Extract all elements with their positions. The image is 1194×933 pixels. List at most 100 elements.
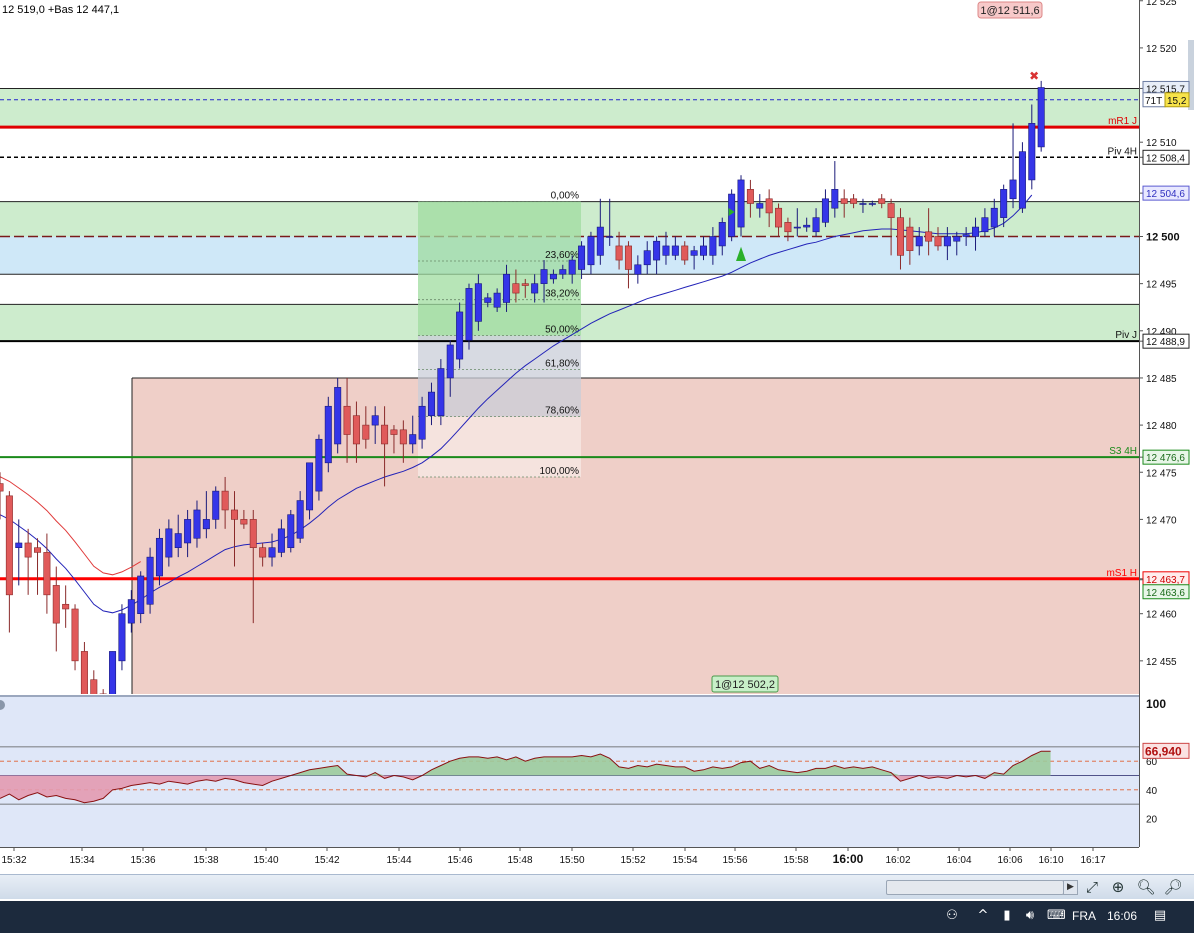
candle-body bbox=[765, 198, 773, 214]
zoom-out-icon[interactable]: 🔍︎ bbox=[1136, 878, 1156, 896]
candle bbox=[915, 227, 923, 256]
fib-level-label: 0,00% bbox=[551, 191, 579, 202]
candle bbox=[896, 208, 904, 270]
battery-icon[interactable]: ▮ bbox=[1003, 908, 1011, 923]
candle bbox=[34, 538, 42, 595]
candle bbox=[155, 528, 163, 586]
candle-body bbox=[456, 311, 464, 360]
candle-body bbox=[596, 226, 604, 256]
time-tick-label: 15:32 bbox=[1, 855, 26, 866]
candle-body bbox=[868, 203, 876, 205]
price-tick-box bbox=[1142, 449, 1190, 465]
time-tick: 16:02 bbox=[885, 847, 911, 866]
rsi-tick-label: 60 bbox=[1146, 757, 1158, 768]
candle-body bbox=[531, 283, 539, 294]
candle bbox=[0, 472, 4, 520]
candle-body bbox=[634, 264, 642, 275]
price-tick: 12 495 bbox=[1139, 280, 1177, 291]
candle bbox=[868, 200, 876, 207]
panel-handle-icon bbox=[0, 700, 5, 710]
zoom-in-icon[interactable]: 🔎︎ bbox=[1163, 878, 1183, 896]
candle bbox=[381, 406, 389, 487]
candle bbox=[352, 401, 360, 463]
language-indicator[interactable]: FRA bbox=[1072, 909, 1096, 923]
candle-body bbox=[624, 245, 632, 270]
zoom-fit-icon[interactable]: ⊕ bbox=[1111, 878, 1125, 896]
candle bbox=[831, 161, 839, 218]
candle bbox=[465, 283, 473, 350]
candle-body bbox=[972, 226, 980, 237]
rsi-line bbox=[0, 750, 1051, 804]
candle bbox=[127, 590, 135, 633]
time-tick-label: 15:36 bbox=[130, 855, 155, 866]
time-tick-label: 15:34 bbox=[69, 855, 94, 866]
candle-body bbox=[737, 179, 745, 228]
candle bbox=[231, 491, 239, 567]
order-tag-text: 1@12 511,6 bbox=[980, 5, 1039, 17]
candle-body bbox=[934, 236, 942, 247]
candle bbox=[615, 231, 623, 270]
price-tick-label: 12 500 bbox=[1146, 232, 1180, 244]
candle bbox=[334, 377, 342, 454]
candle bbox=[990, 198, 998, 237]
candle-body bbox=[803, 224, 811, 228]
candle-body bbox=[259, 547, 267, 558]
price-tick-label: 12 488,9 bbox=[1146, 337, 1185, 348]
candle bbox=[568, 255, 576, 284]
fit-chart-icon[interactable]: ⤢ bbox=[1085, 878, 1098, 896]
horizontal-scrollbar[interactable] bbox=[886, 880, 1064, 895]
candle-body bbox=[418, 405, 426, 440]
candle bbox=[324, 396, 332, 473]
candle bbox=[146, 547, 154, 614]
candle-body bbox=[362, 424, 370, 440]
volume-icon[interactable]: 🔊︎ bbox=[1025, 908, 1035, 923]
candle-body bbox=[1028, 123, 1036, 181]
candle-body bbox=[381, 424, 389, 445]
candle bbox=[850, 194, 858, 209]
candle-body bbox=[277, 528, 285, 553]
candle-body bbox=[850, 198, 858, 204]
price-axis-background bbox=[1140, 0, 1194, 847]
candle bbox=[746, 179, 754, 218]
moving-average-secondary-line bbox=[0, 476, 141, 576]
candle bbox=[587, 231, 595, 275]
price-tick: 12 455 bbox=[1139, 657, 1177, 668]
price-tick-label: 12 463,7 bbox=[1146, 575, 1185, 586]
candle bbox=[859, 198, 867, 213]
order-tag-box bbox=[711, 675, 779, 693]
taskbar-clock[interactable]: 16:06 bbox=[1107, 909, 1138, 923]
candle-body bbox=[559, 269, 567, 275]
time-tick: 15:42 bbox=[314, 847, 340, 866]
candle bbox=[596, 198, 604, 265]
candle bbox=[503, 264, 511, 312]
candle bbox=[549, 269, 557, 284]
candle-body bbox=[306, 462, 314, 511]
time-axis-background bbox=[0, 847, 1194, 874]
people-icon[interactable]: ⚇ bbox=[946, 908, 958, 923]
scroll-right-arrow-icon[interactable]: ▶ bbox=[1063, 880, 1078, 895]
candle-body bbox=[1018, 151, 1026, 209]
current-value-box bbox=[1164, 92, 1190, 108]
price-tick: 12 485 bbox=[1139, 374, 1177, 385]
time-tick-label: 15:40 bbox=[253, 855, 278, 866]
fib-level-label: 23,60% bbox=[545, 250, 579, 261]
time-tick-label: 16:06 bbox=[997, 855, 1022, 866]
order-tag-bottom: 1@12 502,2 bbox=[711, 675, 779, 693]
candle bbox=[1028, 104, 1036, 190]
candle-body bbox=[521, 283, 529, 286]
time-tick-label: 15:56 bbox=[722, 855, 747, 866]
price-tick: 12 476,6 bbox=[1139, 449, 1190, 465]
chart-canvas[interactable]: 0,00% 23,60% 38,20% 50,00% 61,80% 78,60% 100,0… bbox=[0, 0, 1194, 901]
candle bbox=[174, 514, 182, 558]
candle bbox=[1018, 142, 1026, 213]
candle-body bbox=[793, 226, 801, 229]
candle-body bbox=[653, 240, 661, 261]
price-tick-label: 12 475 bbox=[1146, 468, 1177, 479]
keyboard-icon[interactable]: ⌨ bbox=[1047, 908, 1066, 923]
candle bbox=[240, 509, 248, 529]
notifications-icon[interactable]: ▤ bbox=[1153, 908, 1167, 923]
candle-body bbox=[578, 245, 586, 270]
chevron-up-icon[interactable]: ^ bbox=[977, 908, 989, 923]
candle bbox=[15, 519, 23, 586]
